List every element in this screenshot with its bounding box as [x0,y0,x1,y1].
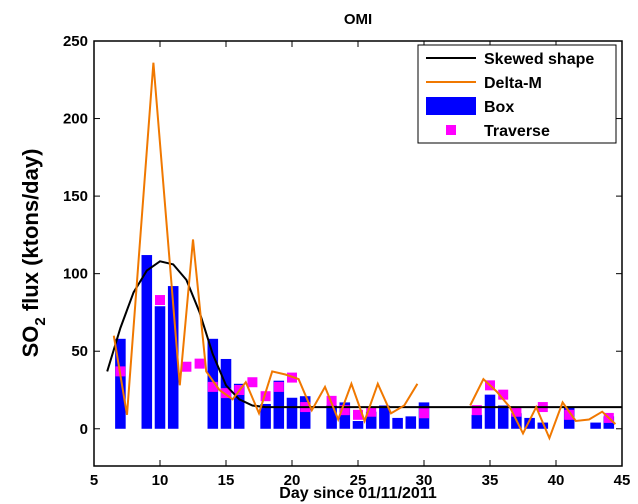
y-tick-label: 150 [63,188,88,205]
point [366,406,377,417]
point [207,381,218,392]
bar [471,414,483,429]
point [181,361,192,372]
bar [537,422,549,429]
point [260,391,271,402]
legend-label: Traverse [484,123,550,140]
plot-marks [106,62,622,441]
point [194,358,205,369]
y-tick-label: 250 [63,33,88,50]
x-tick-label: 35 [482,472,499,489]
y-tick-label: 200 [63,111,88,128]
point [273,381,284,392]
bar [260,403,271,429]
point [339,405,350,416]
bar [524,417,535,429]
point [353,409,363,420]
y-label-rest: flux (ktons/day) [18,149,43,318]
x-tick-label: 25 [350,472,367,489]
bar [141,255,153,429]
x-tick-label: 5 [90,472,98,489]
bar [339,402,351,429]
y-label-subscript: 2 [32,317,49,325]
bar [484,394,496,429]
bar [115,338,126,429]
y-axis-label: SO2 flux (ktons/day) [18,149,49,358]
bar [326,405,337,429]
y-label-main: SO [18,326,43,358]
point [155,295,165,306]
point [564,409,575,420]
point [419,408,429,419]
bar [167,286,179,429]
line [112,62,617,441]
line [106,260,622,409]
point [471,405,482,416]
legend-label: Skewed shape [484,51,594,68]
bar [497,405,509,429]
point [221,388,231,399]
bar [590,422,601,429]
bar [299,396,311,429]
legend-swatch [426,97,476,115]
bar [352,421,364,429]
bar [392,417,403,429]
bar [154,306,166,429]
x-tick-label: 45 [614,472,631,489]
legend-label: Delta-M [484,75,542,92]
bar [273,380,285,429]
bar [286,397,298,429]
point [511,406,522,417]
bar [379,405,390,429]
x-tick-label: 10 [152,472,169,489]
bar [233,383,245,429]
legend-swatch [446,125,456,135]
bar [365,411,377,429]
x-axis-label: Day since 01/11/2011 [279,485,437,502]
x-tick-label: 40 [548,472,565,489]
x-tick-label: 20 [284,472,301,489]
point [247,377,258,388]
chart-title: OMI [344,11,372,28]
bar [405,416,417,429]
x-tick-label: 15 [218,472,235,489]
x-tick-label: 30 [416,472,433,489]
point [498,389,509,400]
legend-label: Box [484,99,514,116]
y-tick-label: 50 [71,343,88,360]
y-tick-label: 100 [63,266,88,283]
y-tick-label: 0 [80,421,88,438]
